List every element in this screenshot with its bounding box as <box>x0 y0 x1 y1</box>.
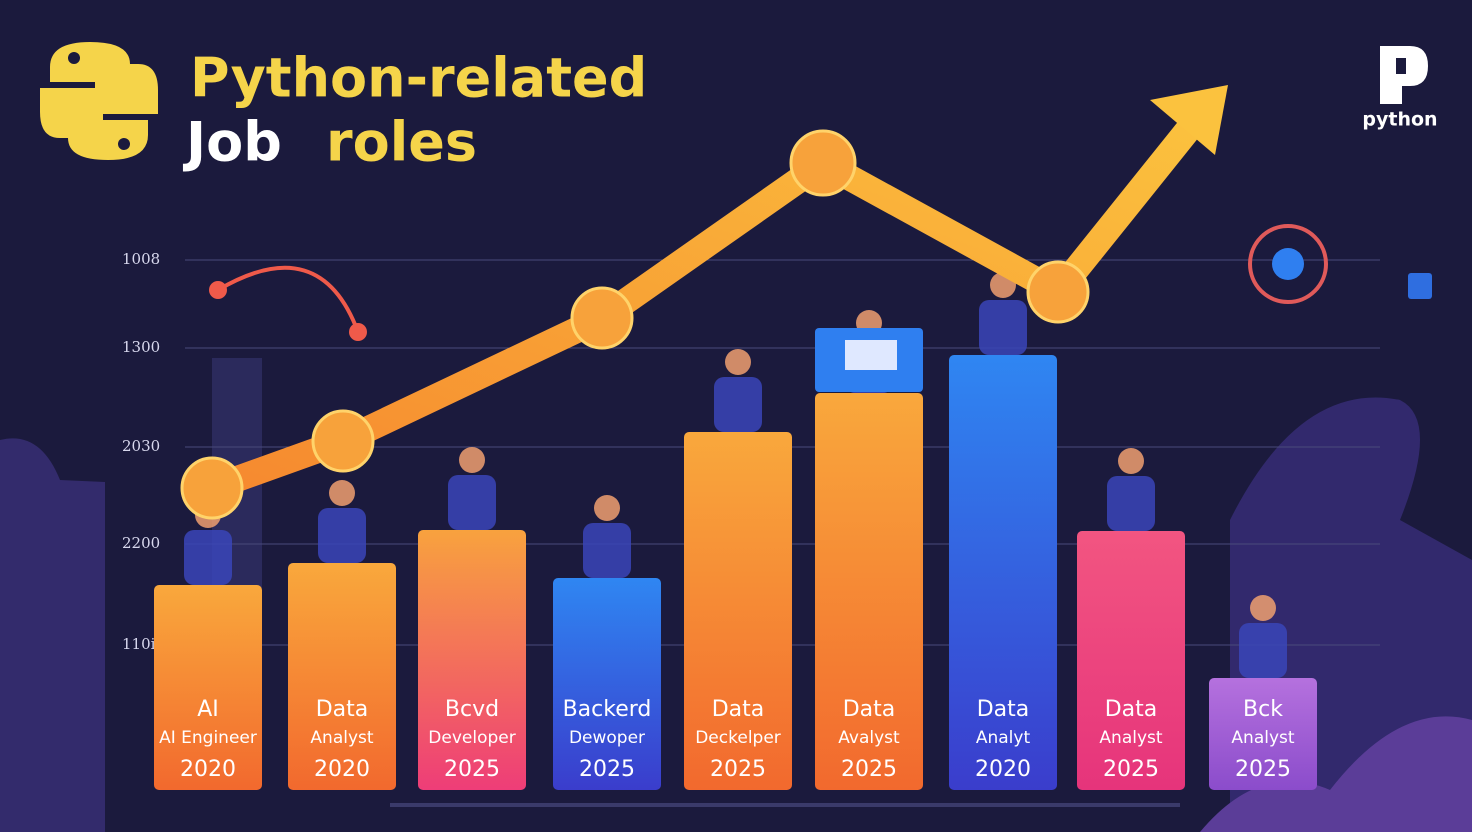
bar <box>154 585 262 790</box>
bar-year: 2025 <box>1235 757 1291 782</box>
bar-year: 2025 <box>710 757 766 782</box>
figure-head <box>459 447 485 473</box>
bar <box>684 432 792 790</box>
figure-body <box>979 300 1027 355</box>
bar-year: 2025 <box>444 757 500 782</box>
figure-head <box>1118 448 1144 474</box>
figure-body <box>583 523 631 578</box>
bar-sublabel: Dewoper <box>569 728 645 748</box>
figure-body <box>184 530 232 585</box>
bar-sublabel: AI Engineer <box>159 728 257 748</box>
title-word: Job <box>182 111 282 174</box>
figure-head <box>329 480 355 506</box>
figure-head <box>594 495 620 521</box>
bar-year: 2020 <box>314 757 370 782</box>
bar-sublabel: Analyt <box>976 728 1031 748</box>
title-word: roles <box>326 111 477 174</box>
bar-label: Data <box>843 697 896 722</box>
python-logo <box>40 42 158 160</box>
bar <box>553 578 661 790</box>
bar-year: 2025 <box>841 757 897 782</box>
bar-year: 2025 <box>1103 757 1159 782</box>
bar <box>949 355 1057 790</box>
bar <box>1077 531 1185 790</box>
bar-sublabel: Avalyst <box>838 728 900 748</box>
axis-label: 1008 <box>122 250 160 268</box>
bar-label: AI <box>197 697 219 722</box>
bar-label: Data <box>316 697 369 722</box>
axis-label: 1300 <box>122 338 160 356</box>
bar <box>418 530 526 790</box>
bar <box>288 563 396 790</box>
figure-head <box>725 349 751 375</box>
bar-sublabel: Developer <box>428 728 515 748</box>
python-brand: python <box>1362 46 1438 131</box>
brand-text: python <box>1362 109 1437 131</box>
decoration <box>815 224 1432 392</box>
bar-label: Bck <box>1243 697 1283 722</box>
bar-sublabel: Analyst <box>1099 728 1162 748</box>
bar-year: 2020 <box>180 757 236 782</box>
bar-label: Data <box>1105 697 1158 722</box>
bar-sublabel: Deckelper <box>695 728 781 748</box>
figure-body <box>1107 476 1155 531</box>
figure-head <box>1250 595 1276 621</box>
figure-body <box>318 508 366 563</box>
bar <box>1209 678 1317 790</box>
trend-line <box>180 85 1228 520</box>
figure-body <box>448 475 496 530</box>
axis-label: 2030 <box>122 437 160 455</box>
bar-year: 2020 <box>975 757 1031 782</box>
bar <box>815 393 923 790</box>
bar-sublabel: Analyst <box>1231 728 1294 748</box>
bar-label: Backerd <box>563 697 652 722</box>
bar-sublabel: Analyst <box>310 728 373 748</box>
bar-label: Bcvd <box>445 697 499 722</box>
bar-label: Data <box>712 697 765 722</box>
bg-shape <box>0 438 105 832</box>
figure-body <box>1239 623 1287 678</box>
axis-label: 2200 <box>122 534 160 552</box>
bar-year: 2025 <box>579 757 635 782</box>
title-line: Python-related <box>190 47 647 110</box>
bar-label: Data <box>977 697 1030 722</box>
axis-label: 110i <box>122 635 156 653</box>
bg-shape <box>1200 716 1472 832</box>
figure-body <box>714 377 762 432</box>
